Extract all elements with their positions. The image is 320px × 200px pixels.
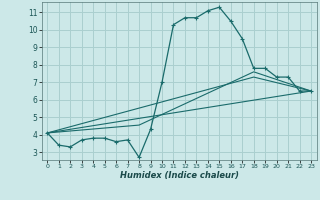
X-axis label: Humidex (Indice chaleur): Humidex (Indice chaleur): [120, 171, 239, 180]
